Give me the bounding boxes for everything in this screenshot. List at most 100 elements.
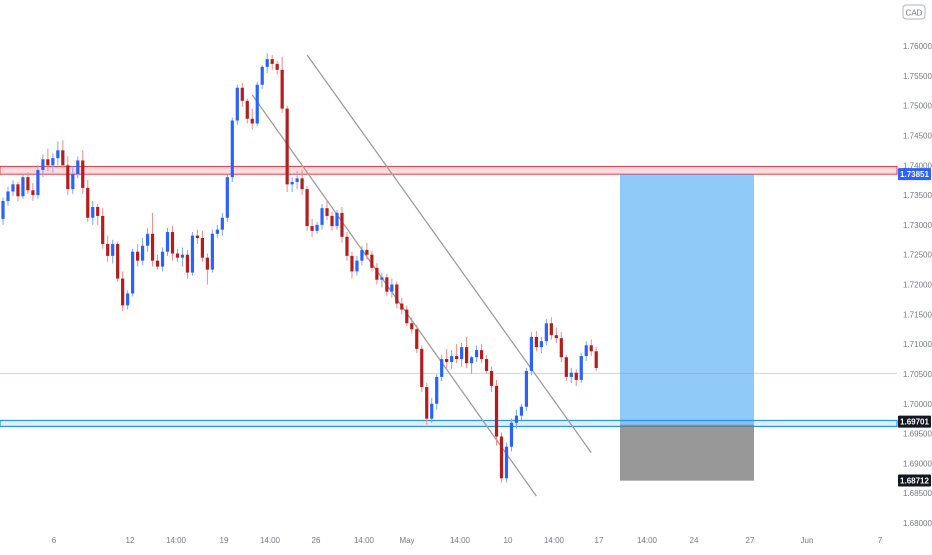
candle[interactable] <box>400 297 404 315</box>
candle[interactable] <box>265 53 269 73</box>
candle[interactable] <box>534 331 538 352</box>
candle[interactable] <box>405 305 409 327</box>
candle[interactable] <box>484 354 489 374</box>
candle[interactable] <box>524 367 529 411</box>
support-zone[interactable] <box>0 419 898 428</box>
candle[interactable] <box>175 248 180 262</box>
candle[interactable] <box>549 317 553 340</box>
candle[interactable] <box>26 172 30 194</box>
candle[interactable] <box>469 356 474 374</box>
candle[interactable] <box>41 154 45 178</box>
candle[interactable] <box>335 209 339 230</box>
candle[interactable] <box>370 251 374 272</box>
candle[interactable] <box>11 180 15 197</box>
candle[interactable] <box>584 341 588 361</box>
candle[interactable] <box>116 241 120 282</box>
candle[interactable] <box>56 141 60 166</box>
candle[interactable] <box>260 65 264 89</box>
candle[interactable] <box>594 347 598 371</box>
candle[interactable] <box>220 212 224 236</box>
candle[interactable] <box>180 247 185 267</box>
candle[interactable] <box>375 263 379 285</box>
candle[interactable] <box>71 166 75 194</box>
candle[interactable] <box>579 353 583 383</box>
candle[interactable] <box>325 199 329 221</box>
candle[interactable] <box>230 117 234 182</box>
candle[interactable] <box>455 344 459 364</box>
candle[interactable] <box>280 56 284 113</box>
channel-line-lower[interactable] <box>251 94 537 497</box>
candle[interactable] <box>86 180 90 222</box>
channel-line-upper[interactable] <box>306 54 592 454</box>
candle[interactable] <box>131 248 135 297</box>
candle[interactable] <box>245 98 249 124</box>
candle[interactable] <box>165 227 170 256</box>
candle[interactable] <box>574 369 578 386</box>
candle[interactable] <box>350 251 354 279</box>
candle[interactable] <box>150 212 155 267</box>
candle[interactable] <box>315 221 319 234</box>
candle[interactable] <box>91 201 95 225</box>
candle[interactable] <box>190 232 195 276</box>
candle[interactable] <box>385 273 389 297</box>
candle[interactable] <box>564 354 568 382</box>
candle[interactable] <box>489 366 494 392</box>
candle[interactable] <box>420 345 424 392</box>
candle[interactable] <box>36 165 40 199</box>
candle[interactable] <box>21 174 25 199</box>
candle[interactable] <box>270 54 274 70</box>
candle[interactable] <box>106 235 110 262</box>
candle[interactable] <box>1 197 5 225</box>
candle[interactable] <box>121 271 125 312</box>
candle[interactable] <box>76 156 80 179</box>
candle[interactable] <box>514 409 519 429</box>
candle[interactable] <box>494 379 499 446</box>
candle[interactable] <box>425 382 429 425</box>
candle[interactable] <box>250 108 254 130</box>
candle[interactable] <box>290 177 294 193</box>
candle[interactable] <box>195 229 200 244</box>
candle[interactable] <box>360 245 364 266</box>
candle[interactable] <box>215 224 219 238</box>
candle[interactable] <box>390 278 394 298</box>
candle[interactable] <box>135 243 140 267</box>
candle[interactable] <box>395 281 399 309</box>
position-stop-area[interactable] <box>620 424 754 481</box>
candle[interactable] <box>46 148 50 172</box>
candle[interactable] <box>345 232 349 261</box>
candle[interactable] <box>499 432 504 483</box>
candle[interactable] <box>539 336 543 354</box>
candle[interactable] <box>519 403 524 421</box>
candle[interactable] <box>465 336 469 368</box>
candle[interactable] <box>340 206 344 243</box>
candle[interactable] <box>310 218 314 237</box>
resistance-zone[interactable] <box>0 165 898 175</box>
candle[interactable] <box>210 229 214 273</box>
candle[interactable] <box>31 183 35 202</box>
position-target-area[interactable] <box>620 174 754 425</box>
candle[interactable] <box>126 290 130 310</box>
candle[interactable] <box>185 249 190 279</box>
candle[interactable] <box>559 332 563 363</box>
candle[interactable] <box>66 156 70 196</box>
candle[interactable] <box>410 317 414 334</box>
candle[interactable] <box>445 348 449 368</box>
candle[interactable] <box>61 140 65 169</box>
candle[interactable] <box>509 418 514 452</box>
candle[interactable] <box>430 397 434 423</box>
candle[interactable] <box>474 345 479 363</box>
candle[interactable] <box>200 230 204 262</box>
candle[interactable] <box>111 239 115 264</box>
candle[interactable] <box>300 170 304 196</box>
candle[interactable] <box>320 204 324 230</box>
candle[interactable] <box>16 181 20 202</box>
candle[interactable] <box>285 105 289 193</box>
candle[interactable] <box>415 325 419 354</box>
candle[interactable] <box>145 227 150 252</box>
candle[interactable] <box>504 442 509 483</box>
candle[interactable] <box>295 171 299 190</box>
candle[interactable] <box>305 186 309 231</box>
candle[interactable] <box>479 344 484 364</box>
